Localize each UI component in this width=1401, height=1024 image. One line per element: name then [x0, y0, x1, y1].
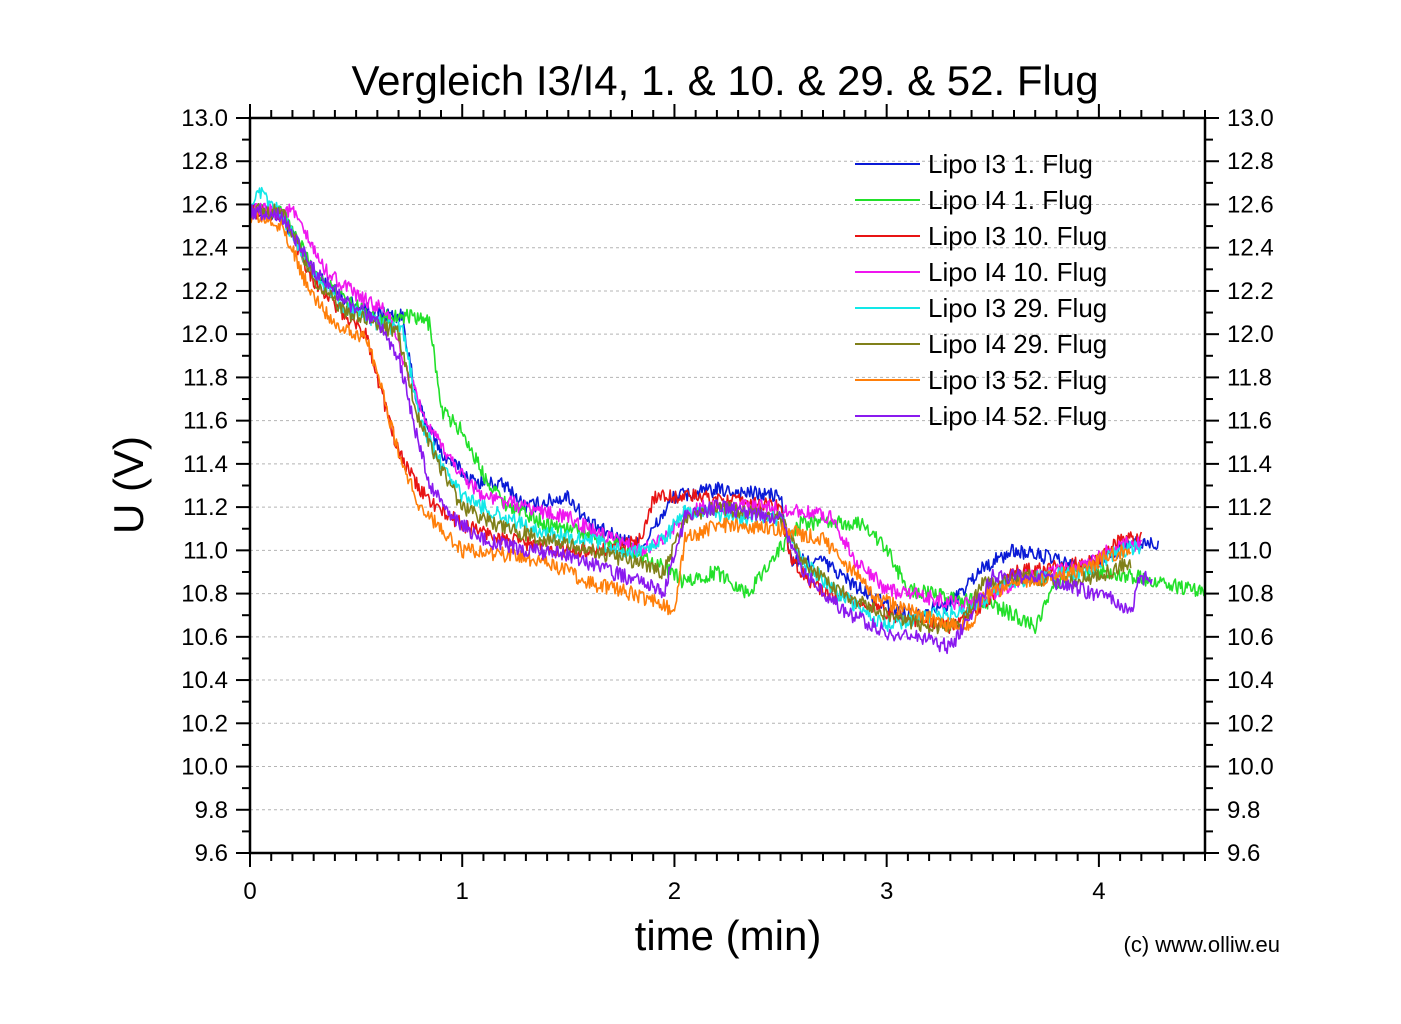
y-tick-labels-left: 9.6 9.8 10.0 10.2 10.4 10.6 10.8 11.0 11.2 11.4 11…: [181, 105, 228, 867]
y-tick-label-left: 9.8: [195, 797, 228, 824]
y-tick-label-left: 10.8: [181, 581, 228, 608]
legend-label: Lipo I4 10. Flug: [928, 257, 1107, 287]
legend-label: Lipo I3 1. Flug: [928, 149, 1093, 179]
y-tick-label-right: 11.6: [1227, 408, 1272, 435]
legend-label: Lipo I3 10. Flug: [928, 221, 1107, 251]
y-tick-label-left: 9.6: [195, 840, 228, 867]
x-tick-labels: 0 1 2 3 4: [243, 878, 1105, 905]
x-tick-label: 4: [1092, 878, 1105, 905]
y-tick-label-right: 10.8: [1227, 581, 1274, 608]
x-axis-title: time (min): [635, 912, 822, 959]
y-tick-label-left: 11.0: [183, 537, 228, 564]
y-tick-label-left: 10.6: [181, 624, 228, 651]
y-tick-label-left: 10.0: [181, 754, 228, 781]
y-tick-label-right: 11.4: [1227, 451, 1272, 478]
legend-label: Lipo I4 52. Flug: [928, 401, 1107, 431]
y-tick-label-right: 10.2: [1227, 710, 1274, 737]
y-tick-label-right: 12.8: [1227, 148, 1274, 175]
y-tick-label-right: 10.0: [1227, 754, 1274, 781]
y-tick-label-left: 11.6: [183, 408, 228, 435]
legend-label: Lipo I3 29. Flug: [928, 293, 1107, 323]
y-tick-label-left: 12.8: [181, 148, 228, 175]
y-tick-label-left: 11.2: [183, 494, 228, 521]
y-tick-labels-right: 9.6 9.8 10.0 10.2 10.4 10.6 10.8 11.0 11.2 11.4 11…: [1227, 105, 1274, 867]
y-tick-label-right: 12.2: [1227, 278, 1274, 305]
y-tick-label-left: 10.4: [181, 667, 228, 694]
y-tick-label-left: 12.6: [181, 191, 228, 218]
y-tick-label-left: 12.4: [181, 235, 228, 262]
y-tick-label-left: 13.0: [181, 105, 228, 132]
y-tick-label-left: 12.0: [181, 321, 228, 348]
y-tick-label-left: 11.4: [183, 451, 228, 478]
chart-title: Vergleich I3/I4, 1. & 10. & 29. & 52. Fl…: [351, 57, 1098, 104]
series-line: [249, 203, 1206, 635]
y-tick-label-right: 10.4: [1227, 667, 1274, 694]
y-tick-label-right: 11.0: [1227, 537, 1272, 564]
x-tick-label: 0: [243, 878, 256, 905]
y-axis-title: U (V): [105, 436, 152, 534]
y-tick-label-left: 12.2: [181, 278, 228, 305]
y-tick-label-right: 12.6: [1227, 191, 1274, 218]
x-tick-label: 1: [456, 878, 469, 905]
copyright-note: (c) www.olliw.eu: [1124, 932, 1280, 957]
y-tick-label-left: 10.2: [181, 710, 228, 737]
legend-label: Lipo I4 1. Flug: [928, 185, 1093, 215]
legend-label: Lipo I3 52. Flug: [928, 365, 1107, 395]
legend-label: Lipo I4 29. Flug: [928, 329, 1107, 359]
x-tick-label: 3: [880, 878, 893, 905]
y-tick-label-right: 12.4: [1227, 235, 1274, 262]
y-tick-label-right: 13.0: [1227, 105, 1274, 132]
legend: Lipo I3 1. Flug Lipo I4 1. Flug Lipo I3 10…: [855, 149, 1107, 431]
y-tick-label-left: 11.8: [183, 364, 228, 391]
y-tick-label-right: 11.8: [1227, 364, 1272, 391]
y-tick-label-right: 12.0: [1227, 321, 1274, 348]
series-line: [249, 204, 1153, 655]
y-tick-label-right: 11.2: [1227, 494, 1272, 521]
series-layer: [249, 186, 1206, 655]
ticks: [236, 104, 1219, 867]
x-tick-label: 2: [668, 878, 681, 905]
y-tick-label-right: 10.6: [1227, 624, 1274, 651]
y-tick-label-right: 9.6: [1227, 840, 1260, 867]
y-tick-label-right: 9.8: [1227, 797, 1260, 824]
